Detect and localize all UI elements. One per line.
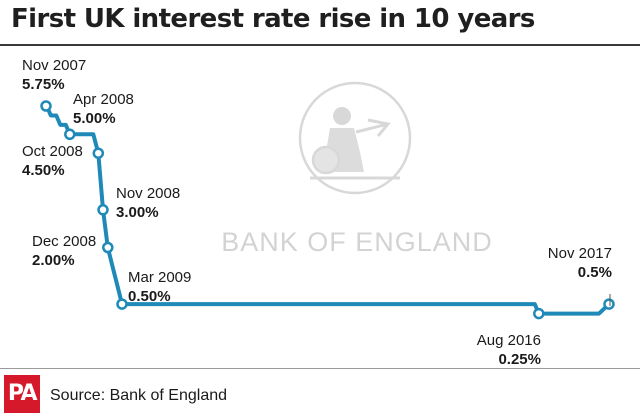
rate-point bbox=[102, 241, 114, 254]
chart-title: First UK interest rate rise in 10 years bbox=[11, 4, 535, 34]
label-mar-2009: Mar 2009 0.50% bbox=[128, 269, 191, 305]
label-nov-2008: Nov 2008 3.00% bbox=[116, 185, 180, 221]
rate-point bbox=[603, 298, 615, 310]
pa-logo: PA bbox=[4, 375, 40, 413]
rate-point bbox=[92, 147, 105, 159]
point-value: 5.00% bbox=[73, 110, 116, 127]
label-aug-2016: Aug 2016 0.25% bbox=[477, 332, 541, 368]
footer-divider bbox=[0, 368, 640, 369]
watermark-text: BANK OF ENGLAND bbox=[221, 227, 493, 257]
point-value: 5.75% bbox=[22, 76, 65, 93]
point-date: Oct 2008 bbox=[22, 143, 83, 160]
point-value: 0.5% bbox=[578, 264, 612, 281]
point-date: Mar 2009 bbox=[128, 269, 191, 286]
point-date: Nov 2008 bbox=[116, 185, 180, 202]
point-value: 3.00% bbox=[116, 204, 159, 221]
point-value: 0.25% bbox=[498, 351, 541, 368]
point-date: Nov 2017 bbox=[548, 245, 612, 262]
point-value: 4.50% bbox=[22, 162, 65, 179]
rate-markers bbox=[40, 100, 615, 320]
point-date: Nov 2007 bbox=[22, 57, 86, 74]
label-nov-2017: Nov 2017 0.5% bbox=[548, 245, 612, 306]
rate-line bbox=[44, 104, 611, 316]
label-apr-2008: Apr 2008 5.00% bbox=[73, 91, 134, 127]
rate-point bbox=[533, 307, 545, 320]
point-value: 0.50% bbox=[128, 288, 171, 305]
rate-point bbox=[97, 204, 109, 216]
label-nov-2007: Nov 2007 5.75% bbox=[22, 57, 86, 93]
point-value: 2.00% bbox=[32, 252, 75, 269]
label-dec-2008: Dec 2008 2.00% bbox=[32, 233, 96, 269]
point-date: Apr 2008 bbox=[73, 91, 134, 108]
point-date: Dec 2008 bbox=[32, 233, 96, 250]
bank-of-england-watermark: BANK OF ENGLAND bbox=[221, 81, 493, 257]
point-date: Aug 2016 bbox=[477, 332, 541, 349]
title-divider bbox=[0, 44, 640, 46]
rate-point bbox=[64, 128, 76, 141]
bank-seal-icon bbox=[298, 81, 412, 195]
rate-point bbox=[40, 100, 52, 112]
source-note: Source: Bank of England bbox=[50, 387, 228, 404]
label-oct-2008: Oct 2008 4.50% bbox=[22, 143, 83, 179]
rate-point bbox=[116, 298, 128, 310]
